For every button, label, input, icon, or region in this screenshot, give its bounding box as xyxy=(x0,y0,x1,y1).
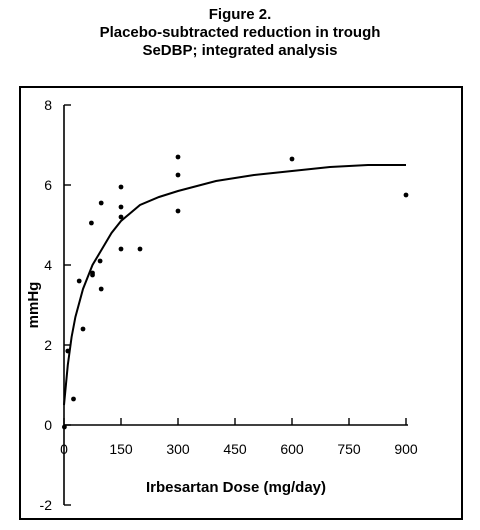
x-tick-label: 150 xyxy=(109,441,133,457)
x-tick-label: 450 xyxy=(223,441,247,457)
data-point xyxy=(89,220,94,226)
data-point xyxy=(76,278,82,284)
chart-frame xyxy=(19,86,463,520)
data-point xyxy=(118,214,124,220)
figure-title: Figure 2. Placebo-subtracted reduction i… xyxy=(0,6,480,60)
data-point xyxy=(118,204,124,210)
data-point xyxy=(65,348,71,354)
x-tick-label: 900 xyxy=(394,441,418,457)
y-tick-label: 2 xyxy=(44,337,52,353)
y-tick-label: -2 xyxy=(40,497,53,513)
x-axis-title: Irbesartan Dose (mg/day) xyxy=(146,479,326,496)
title-line-1: Placebo-subtracted reduction in trough xyxy=(99,24,381,41)
data-point xyxy=(90,270,95,276)
data-point xyxy=(137,246,143,252)
x-tick-label: 0 xyxy=(60,441,68,457)
x-tick-label: 600 xyxy=(280,441,304,457)
y-tick-label: 6 xyxy=(44,177,52,193)
data-point xyxy=(118,184,124,190)
fit-curve-layer xyxy=(63,164,406,406)
data-points xyxy=(62,154,409,430)
data-point xyxy=(175,208,181,214)
data-point xyxy=(98,286,104,292)
data-point xyxy=(62,424,67,430)
y-axis-title: mmHg xyxy=(25,282,42,329)
data-point xyxy=(80,326,86,332)
x-tick-label: 300 xyxy=(166,441,190,457)
data-point xyxy=(175,154,181,160)
y-tick-label: 0 xyxy=(44,417,52,433)
x-tick-label: 750 xyxy=(337,441,361,457)
data-point xyxy=(118,246,124,252)
data-point xyxy=(403,192,409,198)
data-point xyxy=(97,258,103,264)
data-point xyxy=(289,156,295,162)
data-point xyxy=(175,172,181,178)
data-point xyxy=(98,200,104,206)
y-tick-label: 8 xyxy=(44,97,52,113)
fit-curve xyxy=(63,164,406,406)
figure-label: Figure 2. xyxy=(208,6,272,23)
data-point xyxy=(71,396,76,402)
axes: -2 0 2 4 6 8 0 150 300 450 600 750 900 xyxy=(40,97,418,513)
y-tick-label: 4 xyxy=(44,257,52,273)
title-line-2: SeDBP; integrated analysis xyxy=(142,42,338,59)
